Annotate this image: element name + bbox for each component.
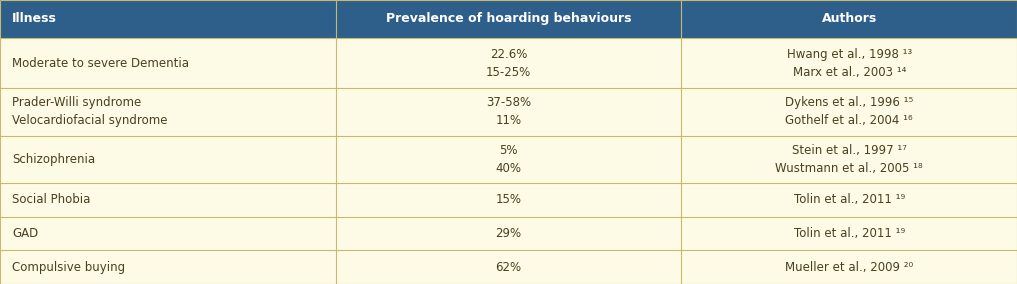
Text: Moderate to severe Dementia: Moderate to severe Dementia [12,57,189,70]
Text: Social Phobia: Social Phobia [12,193,91,206]
Text: Authors: Authors [822,12,877,25]
Bar [0,135,336,183]
Bar [681,135,1017,183]
Bar [336,250,681,284]
Bar [0,250,336,284]
Text: Mueller et al., 2009 ²⁰: Mueller et al., 2009 ²⁰ [785,261,913,274]
Text: 5%
40%: 5% 40% [495,144,522,175]
Bar [0,88,336,135]
Bar [681,183,1017,216]
Text: Stein et al., 1997 ¹⁷
Wustmann et al., 2005 ¹⁸: Stein et al., 1997 ¹⁷ Wustmann et al., 2… [775,144,923,175]
Text: Dykens et al., 1996 ¹⁵
Gothelf et al., 2004 ¹⁶: Dykens et al., 1996 ¹⁵ Gothelf et al., 2… [785,96,913,128]
Bar [681,38,1017,88]
Bar [336,0,681,38]
Bar [681,88,1017,135]
Bar [0,38,336,88]
Bar [336,135,681,183]
Text: Compulsive buying: Compulsive buying [12,261,125,274]
Bar [336,38,681,88]
Text: Schizophrenia: Schizophrenia [12,153,96,166]
Bar [336,183,681,216]
Text: Illness: Illness [12,12,57,25]
Text: Prader-Willi syndrome
Velocardiofacial syndrome: Prader-Willi syndrome Velocardiofacial s… [12,96,168,128]
Bar [0,183,336,216]
Bar [681,0,1017,38]
Text: 37-58%
11%: 37-58% 11% [486,96,531,128]
Bar [681,216,1017,250]
Bar [681,250,1017,284]
Text: Prevalence of hoarding behaviours: Prevalence of hoarding behaviours [385,12,632,25]
Text: GAD: GAD [12,227,39,240]
Text: 15%: 15% [495,193,522,206]
Text: Hwang et al., 1998 ¹³
Marx et al., 2003 ¹⁴: Hwang et al., 1998 ¹³ Marx et al., 2003 … [786,47,912,79]
Text: Tolin et al., 2011 ¹⁹: Tolin et al., 2011 ¹⁹ [793,193,905,206]
Bar [336,88,681,135]
Text: 29%: 29% [495,227,522,240]
Text: Tolin et al., 2011 ¹⁹: Tolin et al., 2011 ¹⁹ [793,227,905,240]
Text: 62%: 62% [495,261,522,274]
Bar [0,0,336,38]
Text: 22.6%
15-25%: 22.6% 15-25% [486,47,531,79]
Bar [336,216,681,250]
Bar [0,216,336,250]
